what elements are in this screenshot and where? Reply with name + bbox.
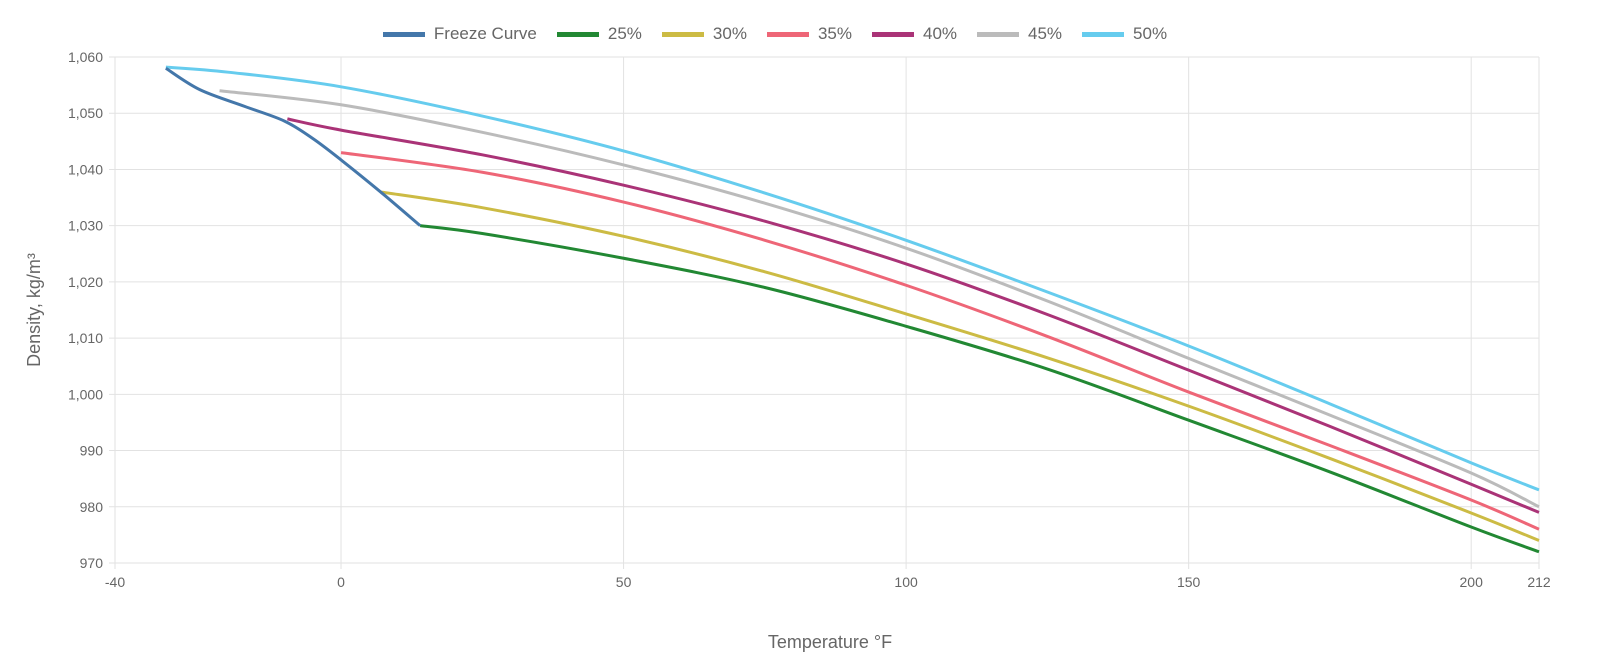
legend-item[interactable]: 35% bbox=[766, 24, 852, 44]
series-line-30-percent bbox=[380, 190, 1540, 542]
legend-swatch bbox=[766, 31, 809, 37]
legend-label: Freeze Curve bbox=[433, 24, 537, 43]
legend-label: 40% bbox=[922, 24, 958, 43]
series-line-45-percent bbox=[219, 89, 1540, 509]
legend: Freeze Curve 25% 30% 35% 40% 45% 50% bbox=[0, 24, 1550, 44]
legend-item[interactable]: 30% bbox=[661, 24, 747, 44]
x-axis-title: Temperature °F bbox=[768, 632, 892, 652]
series-line-35-percent bbox=[340, 151, 1540, 531]
series-line-25-percent bbox=[419, 224, 1540, 554]
series-line-50-percent bbox=[165, 65, 1540, 492]
legend-item[interactable]: 50% bbox=[1082, 24, 1167, 44]
y-tick-label: 1,020 bbox=[68, 274, 103, 290]
legend-label: 30% bbox=[712, 24, 747, 43]
legend-swatch bbox=[977, 31, 1020, 37]
y-axis-title: Density, kg/m³ bbox=[24, 253, 44, 367]
legend-swatch bbox=[1082, 31, 1125, 37]
y-tick-label: 990 bbox=[80, 443, 104, 459]
x-tick-label: 212 bbox=[1527, 574, 1551, 590]
y-tick-label: 1,060 bbox=[68, 49, 103, 65]
legend-item[interactable]: 25% bbox=[556, 24, 642, 44]
y-tick-label: 1,010 bbox=[68, 330, 103, 346]
series-line-40-percent bbox=[287, 117, 1540, 514]
x-tick-label: 0 bbox=[337, 574, 345, 590]
x-tick-label: 100 bbox=[894, 574, 918, 590]
y-tick-label: 1,000 bbox=[68, 386, 103, 402]
x-tick-label: 150 bbox=[1177, 574, 1201, 590]
legend-label: 45% bbox=[1028, 24, 1063, 43]
y-tick-label: 980 bbox=[80, 499, 104, 515]
legend-swatch bbox=[556, 31, 599, 37]
series-line-freeze-curve bbox=[165, 66, 422, 227]
legend-swatch bbox=[871, 31, 914, 37]
legend-label: 25% bbox=[607, 24, 642, 43]
x-tick-label: 200 bbox=[1460, 574, 1484, 590]
grid bbox=[109, 56, 1540, 569]
x-tick-label: -40 bbox=[105, 574, 125, 590]
tick-labels: -40 0 50 100 150 200 212 970 980 990 1,000 1,010 1,0… bbox=[68, 49, 1551, 590]
legend-item[interactable]: 45% bbox=[977, 24, 1062, 44]
legend-swatch bbox=[382, 31, 425, 37]
legend-label: 50% bbox=[1133, 24, 1168, 43]
legend-item[interactable]: Freeze Curve bbox=[382, 24, 537, 44]
series-lines bbox=[165, 65, 1540, 554]
legend-label: 35% bbox=[817, 24, 852, 43]
y-tick-label: 1,050 bbox=[68, 105, 103, 121]
legend-swatch bbox=[661, 31, 704, 37]
y-tick-label: 1,030 bbox=[68, 218, 103, 234]
x-tick-label: 50 bbox=[616, 574, 632, 590]
legend-item[interactable]: 40% bbox=[871, 24, 958, 44]
y-tick-label: 970 bbox=[80, 555, 104, 571]
y-tick-label: 1,040 bbox=[68, 161, 103, 177]
